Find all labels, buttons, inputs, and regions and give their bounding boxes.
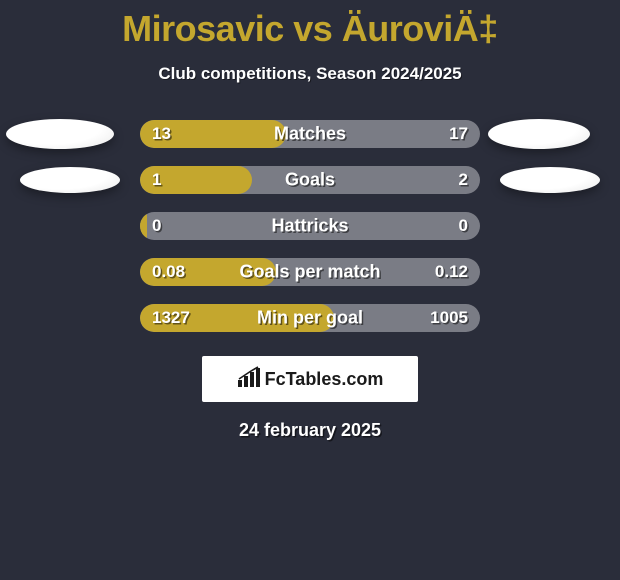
stat-label: Min per goal [257,308,363,329]
stat-left-value: 0.08 [152,262,185,282]
stat-left-value: 1327 [152,308,190,328]
stat-label: Goals [285,170,335,191]
stat-right-value: 0.12 [435,262,468,282]
page-title: Mirosavic vs ÄuroviÄ‡ [0,0,620,50]
bar-track: 1327 1005 Min per goal [140,304,480,332]
stat-row: 1327 1005 Min per goal [0,304,620,332]
stat-right-value: 1005 [430,308,468,328]
bar-left-fill [140,212,147,240]
stat-rows: 13 17 Matches 1 2 Goals 0 0 Hattricks 0.08 0.12 Goa… [0,120,620,332]
stat-label: Hattricks [271,216,348,237]
stat-label: Goals per match [239,262,380,283]
player-right-orb [488,119,590,149]
bar-track: 0 0 Hattricks [140,212,480,240]
brand-chart-icon [237,366,261,393]
stat-row: 0 0 Hattricks [0,212,620,240]
stat-row: 0.08 0.12 Goals per match [0,258,620,286]
brand-box: FcTables.com [202,356,418,402]
footer-date: 24 february 2025 [0,420,620,441]
bar-track: 1 2 Goals [140,166,480,194]
bar-track: 0.08 0.12 Goals per match [140,258,480,286]
stat-left-value: 1 [152,170,161,190]
player-left-orb [20,167,120,193]
stat-right-value: 2 [459,170,468,190]
stat-left-value: 13 [152,124,171,144]
stat-right-value: 17 [449,124,468,144]
stat-label: Matches [274,124,346,145]
player-left-orb [6,119,114,149]
stat-right-value: 0 [459,216,468,236]
stat-row: 1 2 Goals [0,166,620,194]
brand-text: FcTables.com [265,369,384,390]
player-right-orb [500,167,600,193]
stat-left-value: 0 [152,216,161,236]
stat-row: 13 17 Matches [0,120,620,148]
bar-track: 13 17 Matches [140,120,480,148]
page-subtitle: Club competitions, Season 2024/2025 [0,64,620,84]
